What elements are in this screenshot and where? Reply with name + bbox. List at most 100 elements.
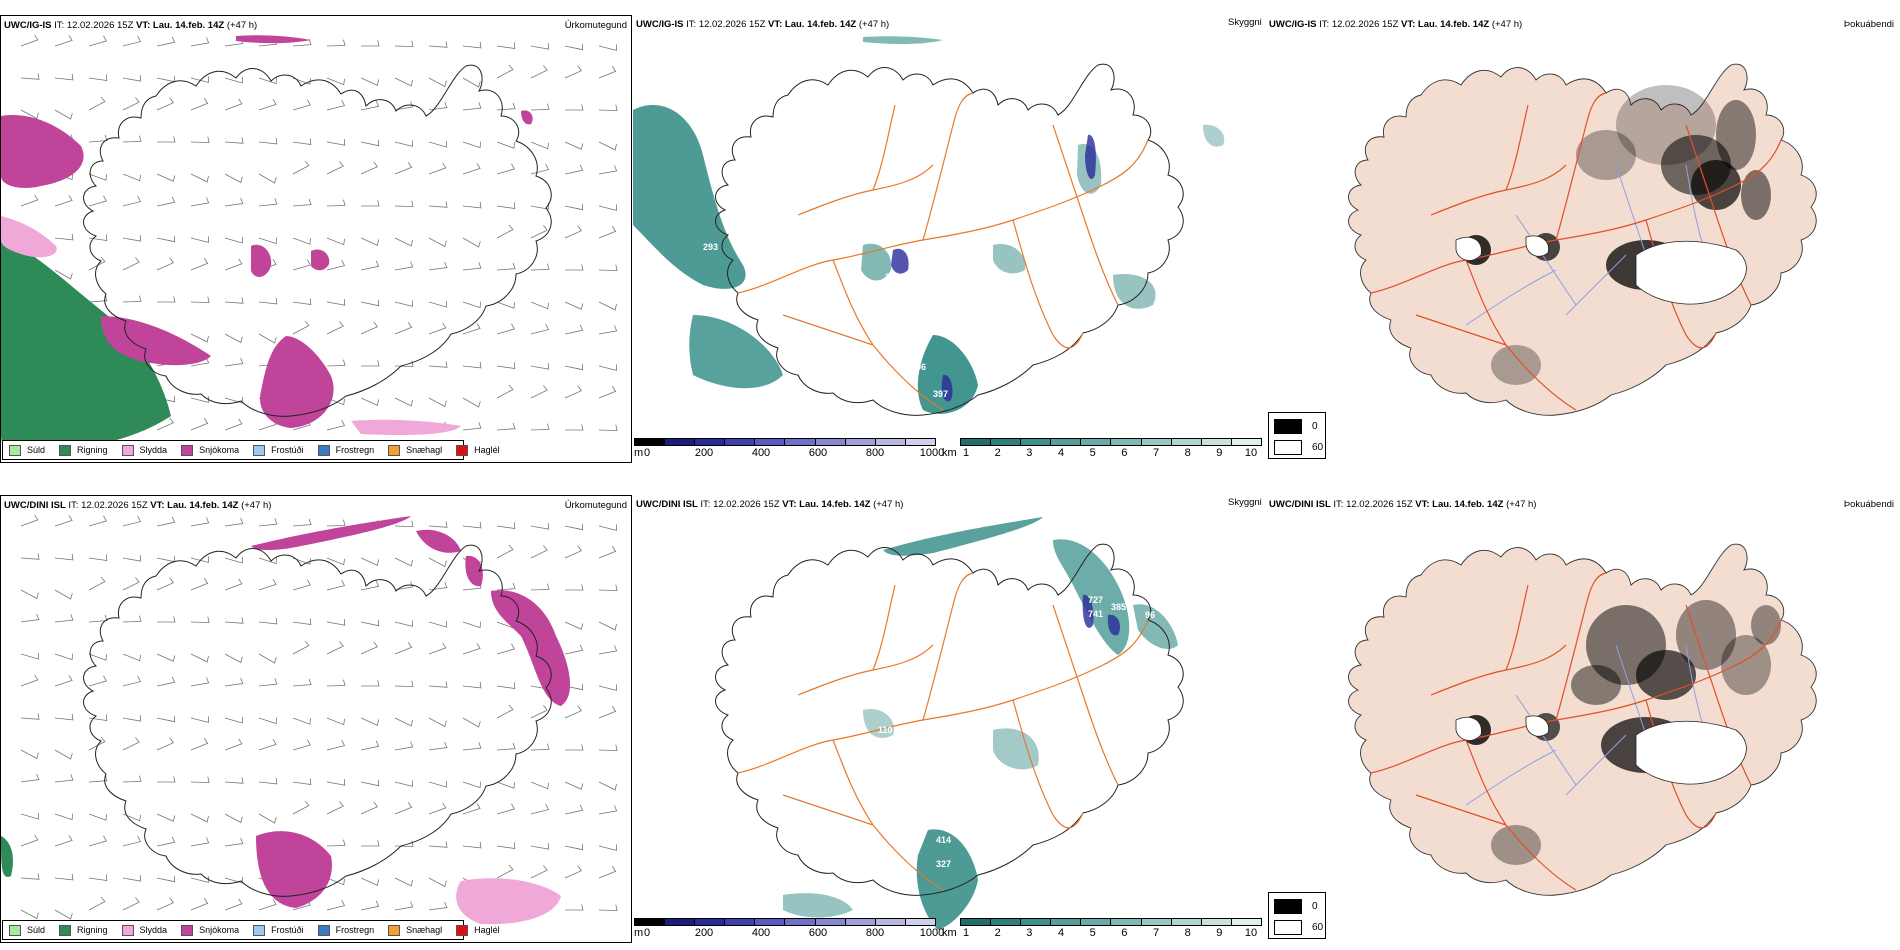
glacier — [1635, 720, 1747, 785]
legend-swatch — [317, 444, 330, 456]
wind-barb — [360, 139, 380, 147]
colorbar-cell — [635, 919, 666, 925]
wind-barb — [224, 876, 243, 884]
wind-barb — [224, 297, 244, 304]
fog-blob — [1721, 635, 1771, 695]
colorbar-tick: 6 — [1121, 927, 1128, 939]
colorbar-cell — [991, 919, 1022, 925]
wind-barb — [122, 235, 142, 242]
wind-barb — [326, 161, 344, 175]
wind-barb — [428, 877, 447, 888]
it-label: IT: — [54, 20, 65, 31]
wind-barb — [394, 261, 414, 271]
wind-barb — [496, 202, 516, 209]
wind-barb — [496, 544, 514, 559]
fog-blob — [1716, 100, 1756, 170]
wind-barb — [88, 173, 107, 181]
wind-barb — [122, 75, 142, 82]
colorbar-tick: 9 — [1216, 927, 1223, 939]
vt-label: VT: — [768, 19, 783, 30]
wind-barb — [224, 653, 243, 664]
cloud-area — [993, 244, 1026, 274]
valid-time: Lau. 14.feb. 14Z — [799, 499, 871, 510]
it-label: IT: — [1319, 19, 1330, 30]
colorbar-tick: 800 — [865, 447, 885, 459]
wind-barb — [530, 363, 550, 370]
wind-barb — [598, 781, 617, 791]
init-time: 12.02.2026 15Z — [81, 500, 148, 511]
snow-area — [251, 244, 272, 278]
sleet-area — [1, 216, 57, 258]
snow-area — [236, 35, 311, 44]
colorbar-tick: 600 — [808, 927, 828, 939]
vt-label: VT: — [150, 500, 165, 511]
wind-barb — [360, 321, 379, 335]
valid-time: Lau. 14.feb. 14Z — [1417, 19, 1490, 30]
colorbar-tick: 3 — [1026, 447, 1033, 459]
wind-barb — [530, 865, 548, 879]
legend-label: Haglél — [474, 445, 500, 455]
wind-barb — [598, 204, 617, 211]
fog-swatch — [1274, 419, 1302, 434]
legend-swatch — [317, 924, 330, 936]
wind-barb — [292, 237, 311, 245]
wind-barb — [224, 837, 244, 847]
wind-barb — [224, 578, 243, 591]
wind-barb — [156, 555, 176, 563]
wind-barb — [530, 301, 549, 310]
wind-barb — [156, 196, 176, 207]
colorbar-cell — [845, 439, 876, 445]
wind-barb — [190, 333, 209, 343]
wind-barb — [462, 742, 482, 751]
wind-barb — [88, 896, 106, 911]
legend-item: Súld — [9, 924, 45, 936]
wind-barb — [157, 296, 176, 303]
wind-barb — [530, 705, 548, 719]
wind-barb — [598, 844, 617, 851]
wind-barb — [258, 198, 278, 207]
wind-barb — [156, 97, 175, 111]
wind-barb — [258, 99, 277, 111]
wind-barb — [190, 876, 209, 883]
cloud-area — [863, 709, 894, 738]
ceiling-label: 741 — [1088, 609, 1103, 619]
legend-label: Slydda — [139, 925, 168, 935]
colorbar-cell — [665, 919, 696, 925]
wind-barb — [462, 717, 481, 728]
legend-label: Súld — [27, 445, 46, 455]
wind-barb — [564, 43, 584, 51]
wind-barb — [530, 65, 548, 79]
wind-barb — [530, 781, 549, 790]
wind-barb — [190, 197, 210, 207]
wind-barb — [360, 801, 379, 815]
wind-barb — [428, 261, 448, 271]
wind-barb — [20, 674, 39, 687]
colorbar-cell — [755, 439, 786, 445]
colorbar-cell — [1231, 439, 1261, 445]
wind-barb — [88, 653, 107, 661]
colorbar-tick: 4 — [1057, 927, 1065, 939]
colorbar-tick: 200 — [694, 447, 714, 459]
wind-barb — [292, 160, 310, 175]
valid-time: Lau. 14.feb. 14Z — [1432, 499, 1504, 510]
road-network — [1370, 572, 1782, 891]
snow-area — [260, 336, 334, 428]
glacier — [1635, 240, 1747, 305]
legend-item: Snæhagl — [388, 444, 442, 456]
ceiling-label: 172 — [943, 247, 958, 257]
wind-barb — [462, 77, 481, 88]
wind-barb — [394, 77, 413, 87]
wind-barb — [156, 36, 176, 47]
colorbar-tick: 5 — [1089, 447, 1096, 459]
low-ceiling-area — [941, 374, 953, 402]
it-label: IT: — [1333, 499, 1344, 510]
road-network — [737, 92, 1149, 411]
wind-barb — [156, 75, 176, 83]
wind-barb — [394, 520, 414, 528]
wind-barb — [20, 109, 39, 120]
cloud-area — [1113, 274, 1156, 309]
wind-barb — [598, 301, 617, 311]
wind-barb — [360, 161, 379, 175]
colorbar-cell — [905, 439, 935, 445]
colorbar-cell — [695, 919, 726, 925]
